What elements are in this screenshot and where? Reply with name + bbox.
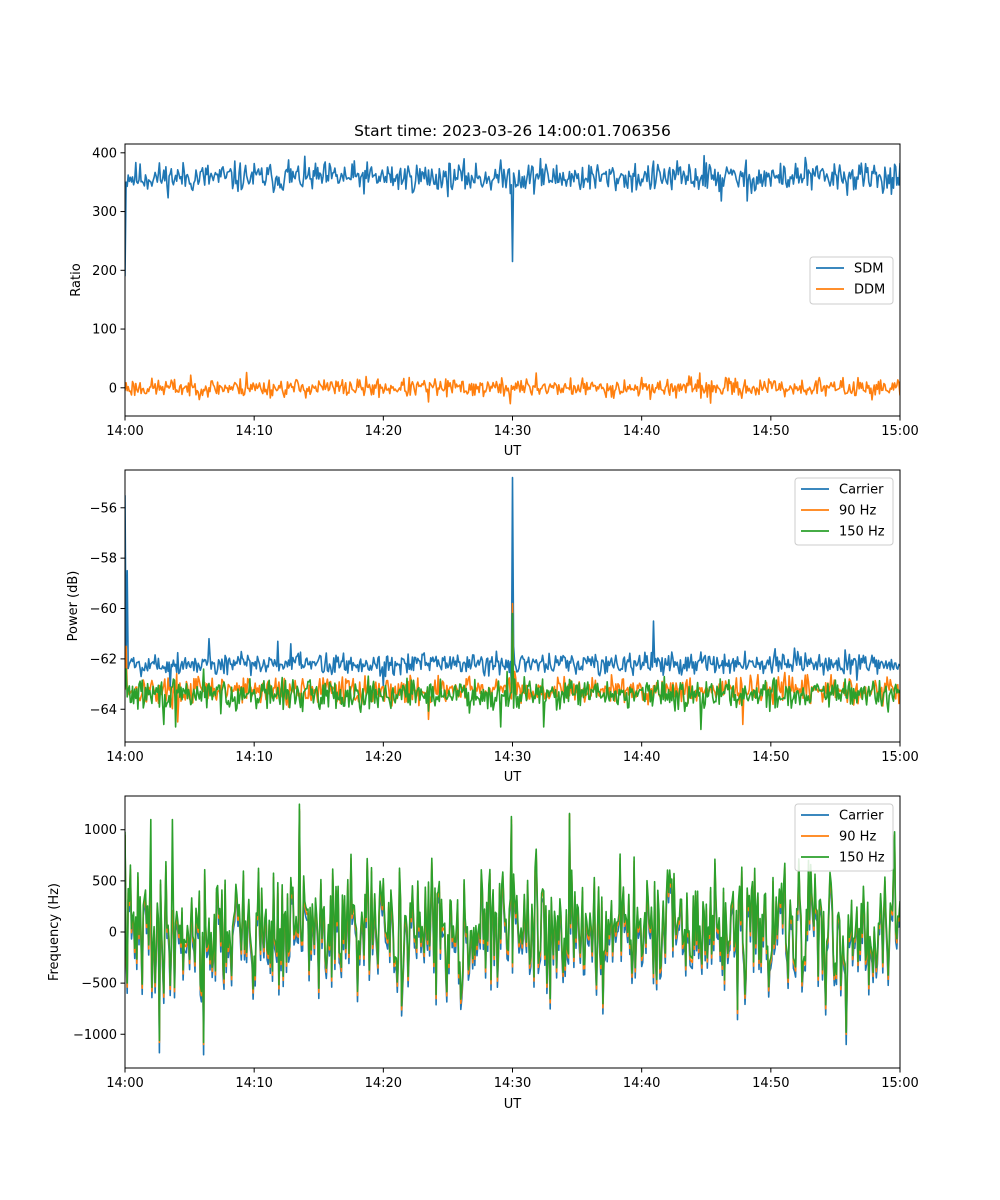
x-tick-label: 14:00 [106,1076,143,1091]
series-line-150-hz [125,803,900,1044]
y-tick-label: −64 [90,703,117,718]
plot-area-ratio [125,154,900,405]
legend-box [794,803,894,872]
x-axis-label: UT [504,444,522,459]
legend-power: Carrier 90 Hz 150 Hz [794,477,894,546]
series-line-sdm [125,154,900,277]
ticks-frequency: 14:00 14:10 14:20 14:30 14:40 14:50 15:00 −1000… [73,823,919,1091]
x-tick-label: 14:10 [235,424,272,439]
legend-entry: DDM [854,283,885,298]
plot-area-frequency [125,803,900,1056]
x-tick-label: 14:10 [235,1076,272,1091]
y-axis-label: Ratio [69,263,84,296]
legend-entry: 150 Hz [839,525,885,540]
y-tick-label: 0 [109,381,117,396]
y-tick-label: 200 [92,264,117,279]
x-tick-label: 14:50 [752,424,789,439]
y-tick-label: −60 [90,602,117,617]
series-line-carrier [125,476,900,688]
series-line-150-hz [125,612,900,731]
legend-entry: 90 Hz [839,504,876,519]
ticks-power: 14:00 14:10 14:20 14:30 14:40 14:50 15:00 −64 −6… [90,501,919,765]
x-tick-label: 14:30 [494,424,531,439]
legend-entry: 150 Hz [839,851,885,866]
x-tick-label: 14:50 [752,1076,789,1091]
y-tick-label: 300 [92,205,117,220]
ticks-ratio: 14:00 14:10 14:20 14:30 14:40 14:50 15:00 0 100 2… [92,146,919,439]
x-tick-label: 14:20 [365,1076,402,1091]
x-axis-label: UT [504,770,522,785]
y-tick-label: −500 [81,977,117,992]
y-tick-label: 500 [92,874,117,889]
x-tick-label: 15:00 [881,1076,918,1091]
legend-ratio: SDM DDM [809,256,894,305]
x-tick-label: 15:00 [881,424,918,439]
plot-area-power [125,476,900,731]
chart-title: Start time: 2023-03-26 14:00:01.706356 [354,122,671,140]
x-axis-label: UT [504,1097,522,1112]
y-tick-label: 0 [109,926,117,941]
legend-entry: Carrier [839,809,884,824]
x-tick-label: 14:30 [494,750,531,765]
legend-box [794,477,894,546]
y-tick-label: −58 [90,552,117,567]
y-tick-label: 100 [92,323,117,338]
x-tick-label: 14:00 [106,750,143,765]
legend-frequency: Carrier 90 Hz 150 Hz [794,803,894,872]
x-tick-label: 14:50 [752,750,789,765]
y-tick-label: −56 [90,501,117,516]
x-tick-label: 14:20 [365,424,402,439]
panel-power: UT Power (dB) 14:00 14:10 14:20 14:30 14:40 1… [66,469,919,785]
legend-entry: Carrier [839,483,884,498]
y-axis-label: Power (dB) [66,571,81,642]
x-tick-label: 14:40 [623,750,660,765]
legend-entry: 90 Hz [839,830,876,845]
y-tick-label: 400 [92,146,117,161]
y-tick-label: −62 [90,652,117,667]
y-tick-label: −1000 [73,1028,117,1043]
x-tick-label: 14:30 [494,1076,531,1091]
x-tick-label: 14:40 [623,424,660,439]
series-line-ddm [125,371,900,405]
y-tick-label: 1000 [84,823,117,838]
legend-entry: SDM [854,262,883,277]
panel-ratio: Start time: 2023-03-26 14:00:01.706356 U… [69,122,919,459]
x-tick-label: 15:00 [881,750,918,765]
x-tick-label: 14:20 [365,750,402,765]
panel-frequency: UT Frequency (Hz) 14:00 14:10 14:20 14:30 14… [47,795,919,1112]
x-tick-label: 14:10 [235,750,272,765]
x-tick-label: 14:40 [623,1076,660,1091]
x-tick-label: 14:00 [106,424,143,439]
y-axis-label: Frequency (Hz) [47,883,62,981]
